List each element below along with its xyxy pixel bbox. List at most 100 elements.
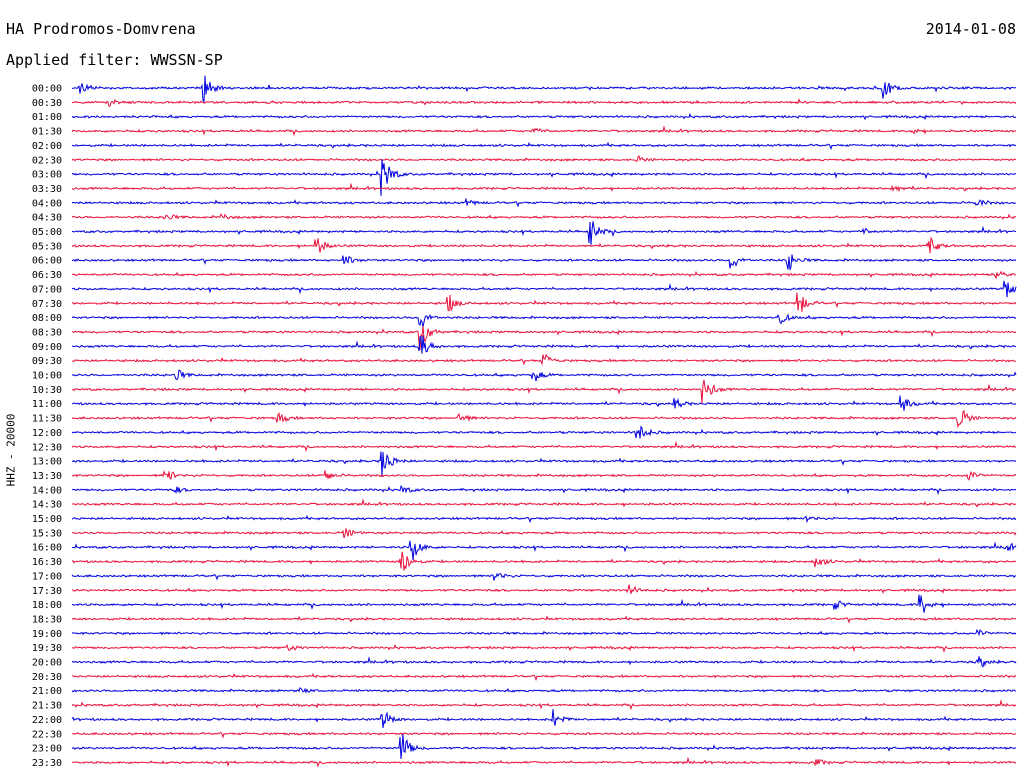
trace-line — [71, 485, 1017, 496]
row-time-label: 15:30 — [32, 528, 62, 539]
row-time-label: 18:00 — [32, 600, 62, 611]
row-time-label: 03:30 — [32, 184, 62, 195]
row-time-label: 08:30 — [32, 327, 62, 338]
trace-line — [72, 731, 1017, 739]
row-time-label: 05:30 — [32, 241, 62, 252]
row-time-label: 16:30 — [32, 557, 62, 568]
row-time-label: 11:00 — [32, 399, 62, 410]
row-time-label: 11:30 — [32, 414, 62, 425]
trace-line — [71, 141, 1017, 151]
trace-line — [71, 451, 1017, 477]
trace-line — [71, 656, 1017, 668]
trace-line — [71, 469, 1017, 481]
row-time-label: 18:30 — [32, 614, 62, 625]
row-time-label: 04:00 — [32, 198, 62, 209]
trace-line — [71, 540, 1017, 560]
trace-line — [71, 379, 1017, 404]
trace-line — [71, 498, 1017, 508]
row-time-label: 05:00 — [32, 227, 62, 238]
trace-line — [71, 395, 1017, 411]
row-time-label: 12:00 — [32, 428, 62, 439]
row-time-label: 19:30 — [32, 643, 62, 654]
row-time-label: 07:30 — [32, 299, 62, 310]
row-time-label: 20:30 — [32, 672, 62, 683]
row-time-label: 06:30 — [32, 270, 62, 281]
trace-line — [71, 369, 1017, 382]
trace-line — [71, 353, 1017, 366]
row-time-label: 06:00 — [32, 256, 62, 267]
row-time-label: 02:00 — [32, 141, 62, 152]
trace-line — [71, 584, 1017, 594]
date-label: 2014-01-08 — [925, 20, 1016, 38]
row-time-label: 12:30 — [32, 442, 62, 453]
row-time-label: 20:00 — [32, 658, 62, 669]
trace-line — [71, 236, 1016, 254]
row-time-label: 21:30 — [32, 701, 62, 712]
row-time-label: 00:30 — [32, 98, 62, 109]
row-time-label: 17:30 — [32, 586, 62, 597]
row-time-label: 19:00 — [32, 629, 62, 640]
station-title: HA Prodromos-Domvrena — [6, 20, 196, 38]
row-time-label: 09:00 — [32, 342, 62, 353]
row-time-label: 07:00 — [32, 284, 62, 295]
row-time-label: 01:30 — [32, 127, 62, 138]
row-time-label: 09:30 — [32, 356, 62, 367]
row-time-label: 04:30 — [32, 213, 62, 224]
trace-line — [71, 615, 1017, 624]
trace-line — [71, 254, 1017, 271]
trace-line — [71, 125, 1017, 137]
row-time-label: 01:00 — [32, 112, 62, 123]
row-time-label: 23:30 — [32, 758, 62, 769]
trace-line — [71, 75, 1017, 103]
row-time-label: 15:00 — [32, 514, 62, 525]
row-time-label: 10:00 — [32, 371, 62, 382]
row-time-label: 14:30 — [32, 500, 62, 511]
row-time-label: 13:30 — [32, 471, 62, 482]
trace-line — [71, 198, 1017, 208]
row-time-label: 13:00 — [32, 457, 62, 468]
trace-line — [71, 325, 1017, 351]
row-time-label: 22:00 — [32, 715, 62, 726]
trace-line — [71, 572, 1017, 581]
row-time-label: 21:00 — [32, 686, 62, 697]
trace-line — [71, 313, 1017, 328]
trace-line — [71, 159, 1017, 197]
trace-line — [71, 709, 1017, 728]
trace-line — [71, 112, 1017, 121]
trace-line — [71, 213, 1017, 220]
trace-line — [71, 594, 1017, 613]
trace-line — [71, 756, 1017, 768]
trace-line — [71, 628, 1017, 637]
row-time-label: 16:00 — [32, 543, 62, 554]
trace-line — [71, 280, 1017, 298]
trace-line — [71, 292, 1017, 312]
row-time-label: 10:30 — [32, 385, 62, 396]
trace-line — [71, 154, 1017, 163]
row-time-label: 14:00 — [32, 485, 62, 496]
trace-line — [71, 98, 1017, 107]
trace-line — [71, 672, 1017, 682]
row-time-label: 22:30 — [32, 729, 62, 740]
trace-line — [71, 409, 1017, 429]
row-time-label: 23:00 — [32, 744, 62, 755]
trace-line — [71, 734, 1017, 760]
trace-line — [71, 699, 1017, 711]
filter-label: Applied filter: WWSSN-SP — [6, 51, 223, 69]
trace-line — [71, 270, 1017, 280]
trace-line — [71, 643, 1017, 653]
trace-line — [71, 514, 1017, 524]
trace-line — [71, 182, 1017, 193]
row-time-label: 03:00 — [32, 170, 62, 181]
trace-line — [71, 551, 1017, 571]
row-time-label: 00:00 — [32, 84, 62, 95]
trace-line — [71, 221, 1017, 245]
trace-line — [71, 425, 1017, 439]
row-time-label: 08:00 — [32, 313, 62, 324]
row-time-label: 02:30 — [32, 155, 62, 166]
trace-line — [71, 528, 1017, 539]
trace-line — [71, 335, 1017, 354]
row-time-label: 17:00 — [32, 571, 62, 582]
trace-line — [71, 440, 1017, 452]
trace-line — [71, 687, 1017, 694]
